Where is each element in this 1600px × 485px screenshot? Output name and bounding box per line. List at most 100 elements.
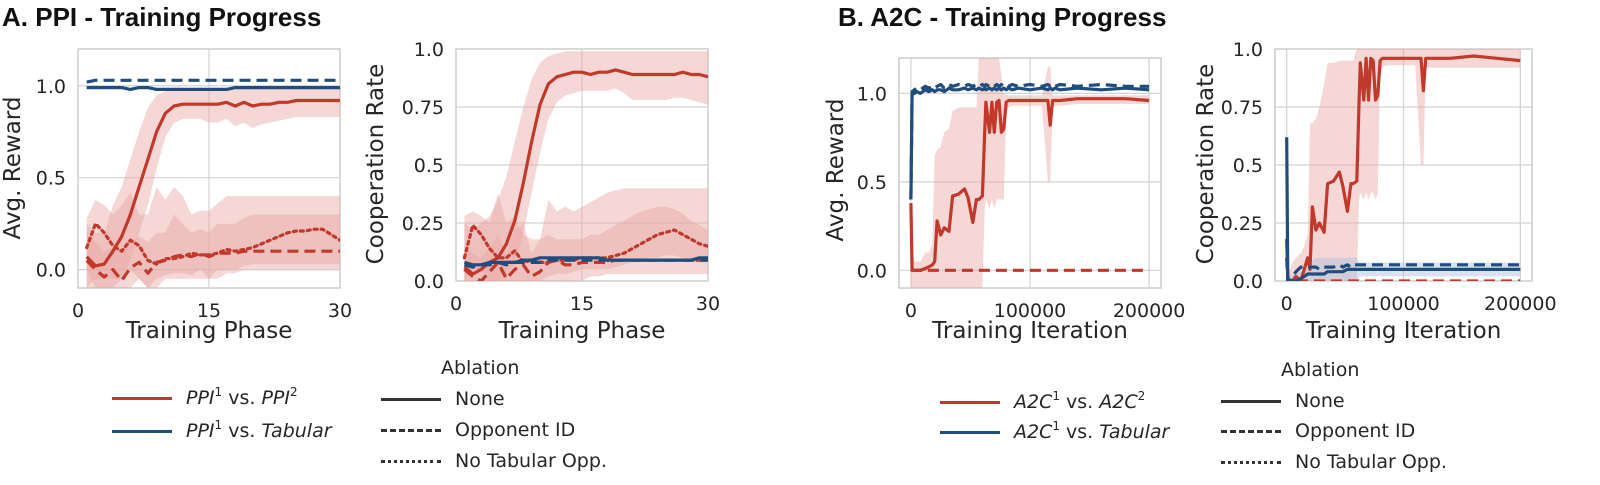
y-tick-label: 0.5 [857,172,887,194]
chart-a2c-cooperation-rate: 0 100000 200000 0.0 0.25 0.5 0.75 1.0 Training I… [1193,39,1557,344]
legend-label-part: A2C [1014,391,1053,413]
y-tick-label: 0.0 [414,271,444,293]
series-line [909,86,1150,200]
y-tick-label: 1.0 [857,83,887,105]
legend-ablation-title: Ablation [441,357,520,379]
x-tick-label: 30 [328,300,352,322]
series-line [909,82,1150,200]
legend-item-opponent-id: Opponent ID [381,417,575,443]
legend-item-none: None [1221,388,1345,414]
legend-item-no-tabular-opp: No Tabular Opp. [381,448,607,474]
legend-label-part: PPI [261,387,290,409]
legend-ablation-title: Ablation [1281,359,1360,381]
series-line [909,97,1150,272]
y-tick-label: 1.0 [414,39,444,61]
y-tick-label: 0.0 [1233,271,1263,293]
series-line [1285,54,1521,281]
series-line [85,98,340,268]
legend-label-part: PPI [186,387,215,409]
chart-ppi-avg-reward: 0 15 30 0.0 0.5 1.0 Training Phase Avg. Reward [0,48,352,344]
legend-swatch-solid [381,398,441,401]
y-axis-label: Avg. Reward [0,97,26,240]
legend-swatch-blue [112,430,172,433]
legend-label-part: Tabular [261,420,332,442]
panel-b-title: B. A2C - Training Progress [838,2,1167,32]
confidence-band [86,87,340,288]
legend-sup: 1 [214,418,223,432]
x-axis-label: Training Iteration [1305,318,1502,344]
legend-swatch-red [940,401,1000,404]
legend-label: No Tabular Opp. [1295,451,1447,473]
x-tick-label: 0 [450,293,462,315]
x-tick-label: 30 [696,293,720,315]
confidence-band [910,58,1150,288]
legend-swatch-dotted [1221,461,1281,464]
series-line [1285,137,1521,281]
x-tick-label: 0 [1281,293,1293,315]
legend-swatch-red [112,397,172,400]
x-tick-label: 100000 [994,300,1067,322]
y-axis-label: Cooperation Rate [363,64,389,265]
confidence-band [1286,49,1521,281]
legend-label: No Tabular Opp. [455,450,607,472]
legend-label-part: vs. [222,387,262,409]
x-tick-label: 200000 [1113,300,1186,322]
y-tick-label: 1.0 [1233,39,1263,61]
legend-swatch-dotted [381,460,441,463]
legend-sup: 1 [1052,389,1060,403]
y-tick-label: 0.5 [414,155,444,177]
legend-sup: 2 [289,385,298,399]
legend-label: None [1295,390,1345,412]
legend-item-ppi-vs-tabular: PPI1 vs. Tabular [112,418,332,444]
plot-series [909,58,1150,288]
y-axis-label: Cooperation Rate [1193,64,1219,265]
y-tick-label: 0.5 [36,168,66,190]
legend-label: None [455,388,505,410]
legend-swatch-blue [940,431,1000,434]
x-tick-label: 200000 [1484,293,1557,315]
legend-item-a2c-vs-tabular: A2C1 vs. Tabular [940,419,1169,445]
legend-label: Opponent ID [455,419,576,441]
legend-sup: 2 [1137,389,1146,403]
x-tick-label: 15 [197,300,221,322]
legend-swatch-dashed [1221,430,1281,433]
legend-label-part: vs. [1060,391,1100,413]
x-axis-label: Training Phase [125,318,293,344]
y-tick-label: 1.0 [36,76,66,98]
x-tick-label: 15 [570,293,594,315]
x-tick-label: 0 [72,300,84,322]
legend-item-a2c-vs-a2c: A2C1 vs. A2C2 [940,389,1145,415]
y-axis-label: Avg. Reward [823,99,849,242]
series-line [462,223,708,264]
x-axis-label: Training Iteration [931,318,1128,344]
legend-swatch-solid [1221,400,1281,403]
panel-a-title: A. PPI - Training Progress [2,2,322,32]
plot-series [85,78,340,288]
y-tick-label: 0.0 [36,260,66,282]
legend-label-part: A2C [1014,421,1053,443]
confidence-band [464,188,708,281]
chart-a2c-avg-reward: 0 100000 200000 0.0 0.5 1.0 Training Iteration… [823,57,1186,344]
legend-label-part: Tabular [1099,421,1170,443]
y-tick-label: 0.75 [1221,97,1263,119]
y-tick-label: 0.25 [402,213,444,235]
legend-label-part: A2C [1099,391,1138,413]
x-axis-label: Training Phase [498,318,666,344]
legend-label-part: vs. [1060,421,1100,443]
legend-item-opponent-id: Opponent ID [1221,418,1415,444]
legend-item-ppi-vs-ppi: PPI1 vs. PPI2 [112,385,298,411]
legend-sup: 1 [214,385,223,399]
legend-label-part: PPI [186,420,215,442]
x-tick-label: 0 [905,300,917,322]
legend-sup: 1 [1052,419,1060,433]
chart-ppi-cooperation-rate: 0 15 30 0.0 0.25 0.5 0.75 1.0 Training Phase Coop… [363,39,720,344]
x-tick-label: 100000 [1367,293,1440,315]
plot-series [1285,49,1521,281]
legend-label-part: vs. [222,420,262,442]
series-line [463,68,708,276]
series-line [463,258,708,269]
legend-swatch-dashed [381,429,441,432]
y-tick-label: 0.25 [1221,213,1263,235]
y-tick-label: 0.5 [1233,155,1263,177]
